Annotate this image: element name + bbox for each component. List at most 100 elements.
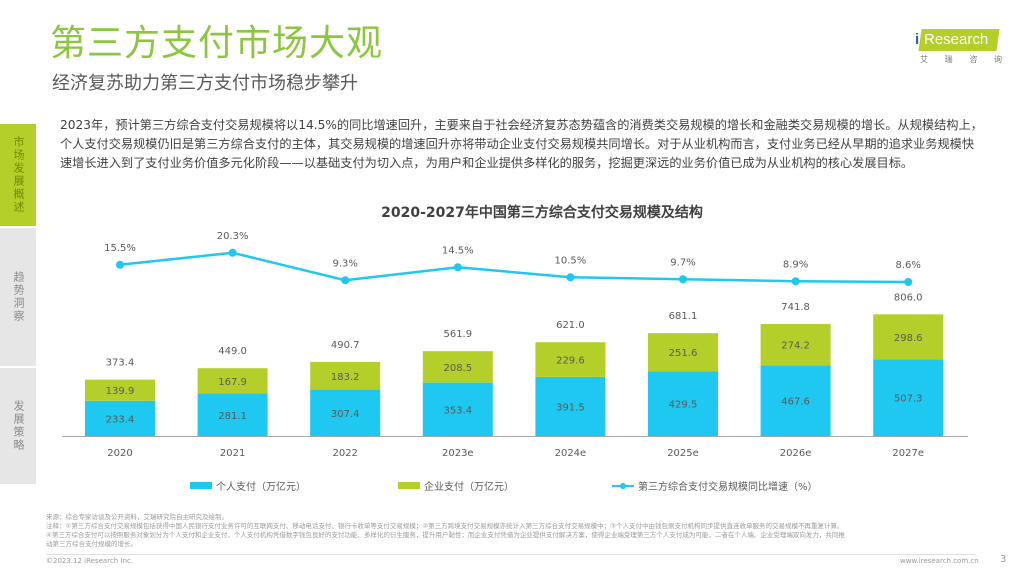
- x-tick-label: 2020: [107, 448, 132, 459]
- logo-prefix: i: [915, 31, 920, 48]
- sidebar-item-market-overview[interactable]: 市场发展概述: [0, 124, 36, 228]
- data-label-personal: 391.5: [556, 402, 585, 413]
- footnote-1: 注释：①第三方综合支付交易规模包括获得中国人民银行支付业务许可的互联网支付、移动…: [46, 522, 844, 530]
- logo-cn-char: 询: [993, 55, 1002, 64]
- data-label-personal: 353.4: [443, 405, 472, 416]
- sidebar-item-development-strategy[interactable]: 发展策略: [0, 368, 36, 486]
- data-label-total: 490.7: [331, 340, 360, 351]
- logo-cn-char: 艾: [920, 55, 928, 64]
- growth-line: [119, 251, 909, 284]
- legend-label-personal: 个人支付（万亿元）: [216, 482, 306, 493]
- data-label-total: 806.0: [894, 292, 923, 303]
- growth-label: 9.7%: [670, 257, 695, 268]
- section-sidebar: 市场发展概述 趋势洞察 发展策略: [0, 124, 36, 486]
- growth-label: 20.3%: [217, 231, 249, 242]
- growth-point: [341, 276, 350, 285]
- growth-point: [566, 273, 575, 282]
- data-label-enterprise: 251.6: [669, 348, 698, 359]
- iresearch-logo: i Research 艾 瑞 咨 询: [912, 26, 1002, 66]
- bar-enterprise: [535, 342, 606, 377]
- logo-cn-char: 瑞: [944, 55, 953, 64]
- data-label-total: 373.4: [106, 358, 135, 369]
- growth-label: 14.5%: [442, 245, 474, 256]
- growth-point: [453, 263, 462, 272]
- growth-point: [679, 275, 687, 284]
- bar-personal: [85, 400, 155, 436]
- legend-label-growth: 第三方综合支付交易规模同比增速（%）: [638, 482, 818, 493]
- data-label-personal: 233.4: [106, 414, 135, 425]
- logo-cn: 艾 瑞 咨 询: [920, 54, 1002, 65]
- legend-item-growth: 第三方综合支付交易规模同比增速（%）: [612, 478, 818, 493]
- legend-label-enterprise: 企业支付（万亿元）: [424, 482, 514, 493]
- x-tick-label: 2023e: [442, 448, 474, 459]
- bar-personal: [422, 382, 493, 436]
- data-label-personal: 429.5: [669, 400, 698, 411]
- data-label-total: 449.0: [218, 346, 247, 357]
- bar-personal: [760, 365, 831, 436]
- footer-divider: [46, 554, 976, 555]
- data-label-enterprise: 208.5: [443, 363, 472, 374]
- bar-personal: [873, 359, 944, 436]
- data-label-total: 741.8: [781, 302, 810, 313]
- bar-personal: [648, 371, 718, 436]
- x-tick-label: 2021: [220, 448, 245, 459]
- growth-label: 10.5%: [555, 255, 587, 266]
- data-label-enterprise: 298.6: [894, 333, 923, 344]
- chart-title: 2020-2027年中国第三方综合支付交易规模及结构: [381, 205, 703, 221]
- bar-enterprise: [197, 368, 268, 394]
- bar-personal: [197, 393, 268, 436]
- growth-label: 9.3%: [332, 258, 357, 269]
- data-label-enterprise: 139.9: [106, 386, 135, 397]
- x-tick-label: 2026e: [780, 448, 812, 459]
- growth-label: 15.5%: [104, 243, 136, 254]
- copyright: ©2023.12 iResearch Inc.: [46, 557, 134, 565]
- x-tick-label: 2025e: [667, 448, 699, 459]
- growth-point: [791, 277, 800, 286]
- footnote-3: 动第三方综合支付规模的增长。: [46, 540, 137, 548]
- data-label-personal: 507.3: [894, 394, 923, 405]
- x-tick-label: 2022: [332, 448, 357, 459]
- data-label-enterprise: 229.6: [556, 356, 585, 367]
- data-label-enterprise: 274.2: [781, 341, 810, 352]
- x-tick-label: 2024e: [555, 448, 587, 459]
- notes-block: 来源：综合专家访谈及公开资料，艾瑞研究院自主研究及绘制。 注释：①第三方综合支付…: [46, 513, 976, 549]
- growth-point: [116, 260, 124, 269]
- data-label-total: 681.1: [669, 311, 698, 322]
- growth-point: [228, 248, 237, 257]
- page-title: 第三方支付市场大观: [50, 23, 384, 64]
- bar-enterprise: [422, 351, 493, 383]
- bar-enterprise: [648, 333, 718, 372]
- bar-enterprise: [873, 314, 944, 360]
- legend-swatch-enterprise: [398, 482, 420, 489]
- data-label-total: 561.9: [443, 329, 472, 340]
- logo-cn-char: 咨: [969, 55, 978, 64]
- x-tick-label: 2027e: [892, 448, 924, 459]
- legend-item-enterprise: 企业支付（万亿元）: [398, 478, 514, 493]
- legend-swatch-personal: [190, 482, 212, 489]
- growth-label: 8.6%: [895, 260, 920, 271]
- data-label-total: 621.0: [556, 320, 585, 331]
- logo-text: Research: [924, 31, 989, 48]
- source-note: 来源：综合专家访谈及公开资料，艾瑞研究院自主研究及绘制。: [46, 513, 228, 521]
- page-number: 3: [1000, 554, 1007, 565]
- data-label-enterprise: 167.9: [218, 377, 247, 388]
- website-link[interactable]: www.iresearch.com.cn: [900, 557, 979, 565]
- growth-label: 8.9%: [783, 259, 808, 270]
- bar-enterprise: [85, 379, 155, 401]
- growth-point: [904, 278, 913, 286]
- data-label-personal: 307.4: [331, 409, 360, 420]
- footnote-2: ④第三方综合支付可以按照服务对象划分为个人支付和企业支付，个人支付机构凭借数字钱…: [46, 531, 845, 539]
- legend-swatch-growth-line: [612, 481, 634, 491]
- bar-personal: [535, 376, 606, 436]
- bar-enterprise: [310, 361, 381, 390]
- bar-enterprise: [760, 323, 831, 366]
- page-subtitle: 经济复苏助力第三方支付市场稳步攀升: [52, 73, 358, 94]
- legend-item-personal: 个人支付（万亿元）: [190, 478, 306, 493]
- intro-paragraph: 2023年，预计第三方综合支付交易规模将以14.5%的同比增速回升，主要来自于社…: [60, 118, 983, 170]
- bar-personal: [310, 389, 381, 436]
- data-label-personal: 281.1: [218, 411, 247, 422]
- data-label-enterprise: 183.2: [331, 372, 360, 383]
- data-label-personal: 467.6: [781, 397, 810, 408]
- sidebar-item-trend-insight[interactable]: 趋势洞察: [0, 228, 36, 368]
